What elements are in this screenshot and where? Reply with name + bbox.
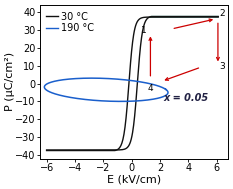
- X-axis label: E (kV/cm): E (kV/cm): [107, 174, 161, 184]
- Text: x = 0.05: x = 0.05: [163, 93, 208, 103]
- Text: 4: 4: [148, 84, 154, 93]
- Polygon shape: [150, 16, 218, 17]
- Legend: 30 °C, 190 °C: 30 °C, 190 °C: [45, 10, 96, 35]
- Text: 2: 2: [219, 9, 225, 18]
- Text: 3: 3: [219, 62, 225, 71]
- Text: 1: 1: [141, 26, 147, 35]
- Y-axis label: P (μC/cm²): P (μC/cm²): [5, 52, 15, 111]
